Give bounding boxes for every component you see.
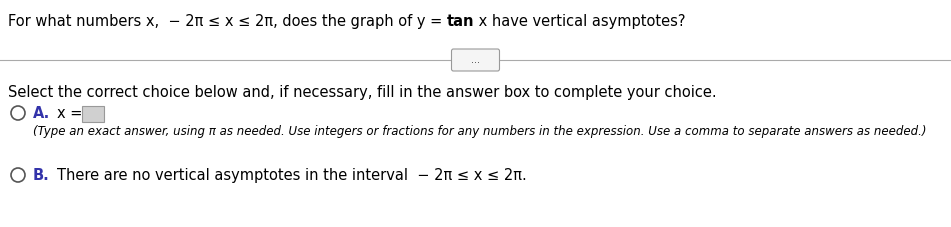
Text: x =: x = xyxy=(57,106,83,121)
Text: B.: B. xyxy=(33,168,49,183)
Text: For what numbers x,  − 2π ≤ x ≤ 2π, does the graph of y =: For what numbers x, − 2π ≤ x ≤ 2π, does … xyxy=(8,14,447,29)
Text: ...: ... xyxy=(471,55,480,65)
Text: There are no vertical asymptotes in the interval  − 2π ≤ x ≤ 2π.: There are no vertical asymptotes in the … xyxy=(57,168,527,183)
Text: (Type an exact answer, using π as needed. Use integers or fractions for any numb: (Type an exact answer, using π as needed… xyxy=(33,125,926,138)
Text: x have vertical asymptotes?: x have vertical asymptotes? xyxy=(475,14,686,29)
FancyBboxPatch shape xyxy=(452,49,499,71)
Text: tan: tan xyxy=(447,14,475,29)
FancyBboxPatch shape xyxy=(82,106,104,122)
Text: A.: A. xyxy=(33,106,50,121)
Text: Select the correct choice below and, if necessary, fill in the answer box to com: Select the correct choice below and, if … xyxy=(8,85,717,100)
